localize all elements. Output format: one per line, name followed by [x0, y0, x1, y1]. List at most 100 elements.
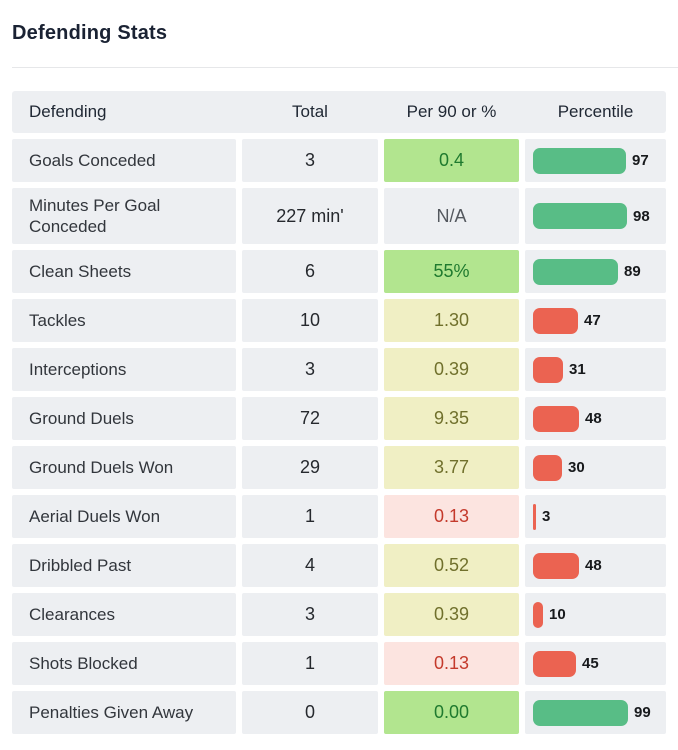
table-row: Dribbled Past 4 0.52 48	[12, 544, 666, 587]
row-percentile-cell: 47	[525, 299, 666, 342]
row-percentile-cell: 30	[525, 446, 666, 489]
row-percentile-cell: 10	[525, 593, 666, 636]
row-label: Penalties Given Away	[29, 703, 194, 722]
row-per90-cell: 55%	[384, 250, 519, 293]
table-row: Interceptions 3 0.39 31	[12, 348, 666, 391]
row-total: 6	[304, 261, 315, 281]
percentile-value: 48	[585, 557, 602, 574]
row-per90-cell: 0.00	[384, 691, 519, 734]
row-per90-cell: 1.30	[384, 299, 519, 342]
row-total: 4	[304, 555, 315, 575]
percentile-value: 3	[542, 508, 551, 525]
row-total-cell: 0	[242, 691, 378, 734]
table-row: Clearances 3 0.39 10	[12, 593, 666, 636]
percentile-value: 30	[568, 459, 585, 476]
row-per90-cell: N/A	[384, 188, 519, 244]
row-total-cell: 72	[242, 397, 378, 440]
row-label: Ground Duels Won	[29, 458, 174, 477]
row-label: Aerial Duels Won	[29, 507, 161, 526]
row-total-cell: 4	[242, 544, 378, 587]
row-label: Interceptions	[29, 360, 127, 379]
row-label-cell: Goals Conceded	[12, 139, 236, 182]
row-label: Ground Duels	[29, 409, 134, 428]
row-total: 227 min'	[276, 205, 344, 226]
row-label: Dribbled Past	[29, 556, 132, 575]
row-label-cell: Aerial Duels Won	[12, 495, 236, 538]
row-label: Shots Blocked	[29, 654, 138, 673]
table-body: Goals Conceded 3 0.4 97 Minutes Per Goal…	[12, 139, 666, 734]
row-total: 3	[304, 604, 315, 624]
row-label-cell: Ground Duels Won	[12, 446, 236, 489]
percentile-bar	[533, 650, 576, 677]
row-total-cell: 10	[242, 299, 378, 342]
row-total-cell: 227 min'	[242, 188, 378, 244]
row-total: 29	[299, 457, 321, 477]
table-row: Ground Duels Won 29 3.77 30	[12, 446, 666, 489]
percentile-bar	[533, 147, 626, 174]
row-per90-cell: 0.4	[384, 139, 519, 182]
table-row: Clean Sheets 6 55% 89	[12, 250, 666, 293]
row-percentile-cell: 89	[525, 250, 666, 293]
percentile-value: 45	[582, 655, 599, 672]
percentile-bar	[533, 405, 579, 432]
row-total-cell: 29	[242, 446, 378, 489]
row-label-cell: Minutes Per Goal Conceded	[12, 188, 236, 244]
percentile-bar	[533, 699, 628, 726]
row-total-cell: 1	[242, 642, 378, 685]
row-label-cell: Shots Blocked	[12, 642, 236, 685]
row-percentile-cell: 45	[525, 642, 666, 685]
table-row: Ground Duels 72 9.35 48	[12, 397, 666, 440]
percentile-bar	[533, 454, 562, 481]
percentile-bar	[533, 203, 627, 229]
row-per90-cell: 0.39	[384, 348, 519, 391]
row-total-cell: 3	[242, 348, 378, 391]
row-percentile-cell: 97	[525, 139, 666, 182]
row-total: 72	[299, 408, 321, 428]
percentile-bar	[533, 552, 579, 579]
row-per90-cell: 0.13	[384, 642, 519, 685]
percentile-bar	[533, 356, 563, 383]
row-total: 10	[299, 310, 321, 330]
percentile-value: 98	[633, 207, 650, 225]
row-label-cell: Penalties Given Away	[12, 691, 236, 734]
row-percentile-cell: 31	[525, 348, 666, 391]
row-percentile-cell: 48	[525, 544, 666, 587]
table-header-row: Defending Total Per 90 or % Percentile	[12, 91, 666, 133]
row-label: Goals Conceded	[29, 151, 156, 170]
row-label-cell: Tackles	[12, 299, 236, 342]
row-per90-cell: 0.13	[384, 495, 519, 538]
row-total: 1	[304, 506, 315, 526]
page-title: Defending Stats	[12, 22, 168, 44]
percentile-value: 97	[632, 152, 649, 169]
row-percentile-cell: 99	[525, 691, 666, 734]
table-row: Minutes Per Goal Conceded 227 min' N/A 9…	[12, 188, 666, 244]
row-per90-cell: 0.52	[384, 544, 519, 587]
row-total-cell: 3	[242, 593, 378, 636]
percentile-value: 48	[585, 410, 602, 427]
row-total-cell: 3	[242, 139, 378, 182]
row-percentile-cell: 3	[525, 495, 666, 538]
row-total-cell: 6	[242, 250, 378, 293]
row-total: 3	[304, 150, 315, 170]
table-row: Tackles 10 1.30 47	[12, 299, 666, 342]
title-divider	[12, 67, 678, 68]
header-percentile: Percentile	[557, 102, 634, 121]
row-label: Tackles	[29, 311, 86, 330]
row-label-cell: Clean Sheets	[12, 250, 236, 293]
percentile-value: 47	[584, 312, 601, 329]
table-row: Penalties Given Away 0 0.00 99	[12, 691, 666, 734]
percentile-bar	[533, 258, 618, 285]
row-per90-cell: 0.39	[384, 593, 519, 636]
percentile-bar	[533, 307, 578, 334]
row-label-cell: Clearances	[12, 593, 236, 636]
row-percentile-cell: 48	[525, 397, 666, 440]
header-per90: Per 90 or %	[406, 102, 497, 121]
percentile-bar	[533, 601, 543, 628]
row-total: 1	[304, 653, 315, 673]
row-label: Minutes Per Goal Conceded	[29, 196, 161, 236]
header-total: Total	[292, 102, 328, 121]
row-total-cell: 1	[242, 495, 378, 538]
row-label-cell: Interceptions	[12, 348, 236, 391]
row-percentile-cell: 98	[525, 188, 666, 244]
percentile-value: 10	[549, 606, 566, 623]
